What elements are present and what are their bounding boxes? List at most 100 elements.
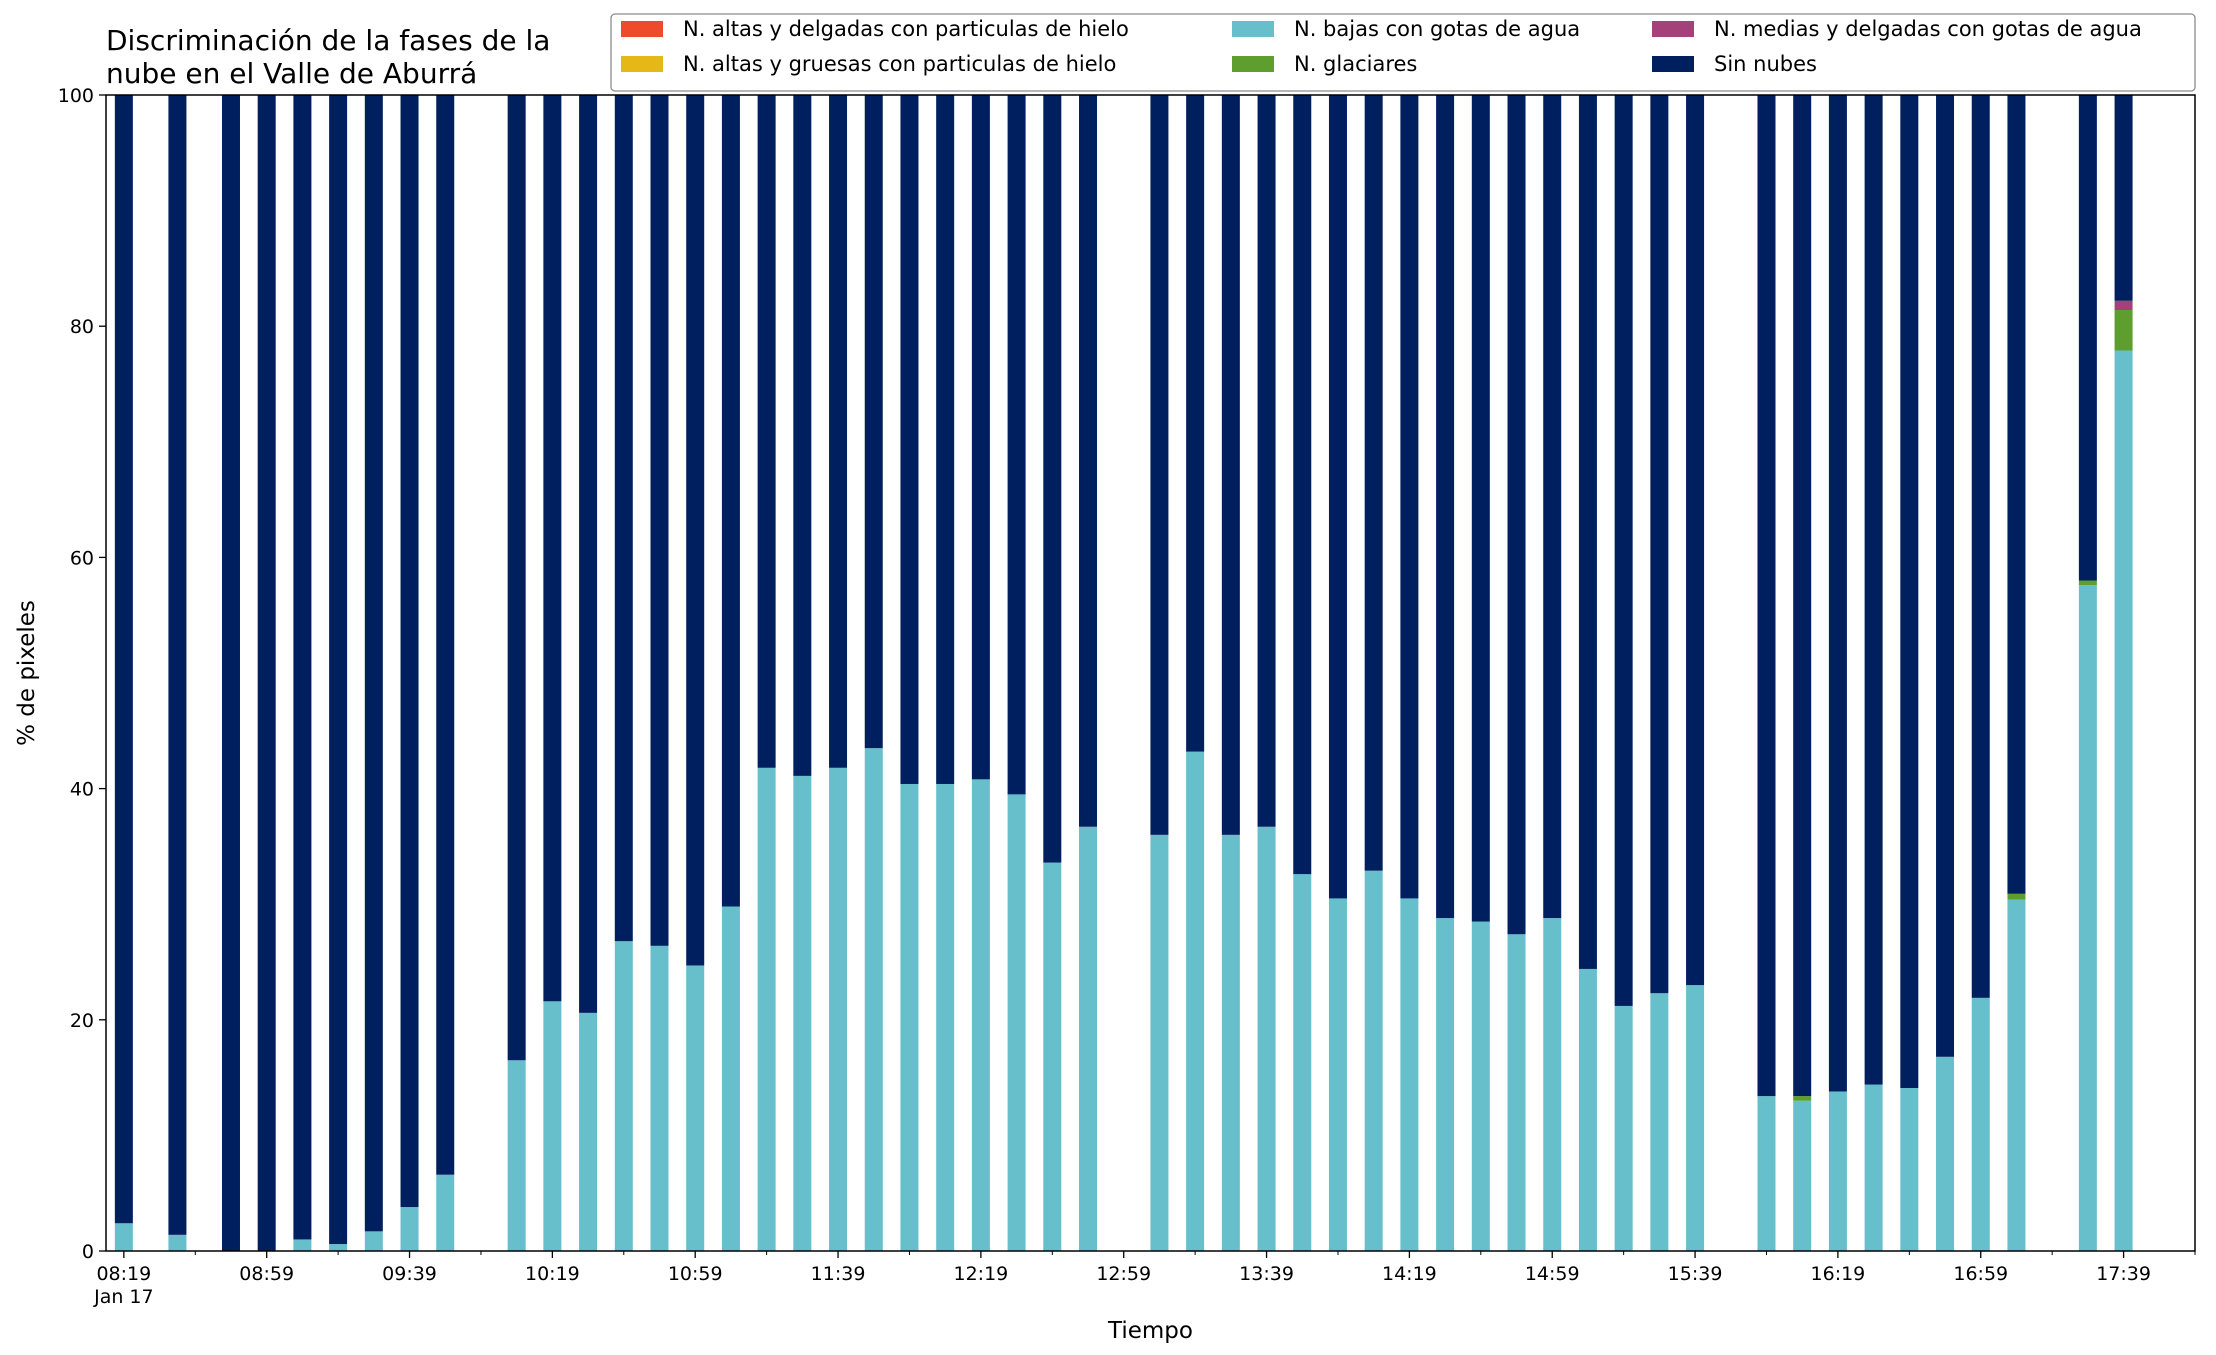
y-axis-label: % de pixeles xyxy=(14,600,40,746)
bar-bajas-agua xyxy=(721,906,740,1251)
x-tick-label: 16:19 xyxy=(1811,1263,1866,1285)
bar-bajas-agua xyxy=(1007,794,1026,1251)
bar-bajas-agua xyxy=(1936,1056,1955,1251)
bar-bajas-agua xyxy=(168,1234,187,1251)
bar-bajas-agua xyxy=(329,1244,348,1251)
y-tick-label: 0 xyxy=(82,1241,94,1263)
x-tick-label: 14:19 xyxy=(1382,1263,1437,1285)
bar-bajas-agua xyxy=(793,775,812,1251)
x-tick-label: 17:39 xyxy=(2096,1263,2151,1285)
bar-bajas-agua xyxy=(614,941,633,1251)
plot-frame xyxy=(105,94,2196,1252)
bar-bajas-agua xyxy=(1364,870,1383,1251)
x-tick-label: 12:19 xyxy=(953,1263,1008,1285)
legend-box xyxy=(610,13,2196,92)
x-tick-label: 11:39 xyxy=(811,1263,866,1285)
bar-sin-nubes xyxy=(614,95,633,942)
legend-swatch-bajas-agua xyxy=(1232,21,1274,37)
bar-sin-nubes xyxy=(1007,95,1026,795)
bar-bajas-agua xyxy=(1757,1096,1776,1251)
bar-bajas-agua xyxy=(1578,968,1597,1251)
bar-sin-nubes xyxy=(1186,95,1205,752)
legend-swatch-sin-nubes xyxy=(1652,56,1694,72)
bar-sin-nubes xyxy=(1364,95,1383,871)
y-tick-label: 20 xyxy=(70,1010,94,1032)
bar-bajas-agua xyxy=(1079,826,1098,1251)
bar-sin-nubes xyxy=(757,95,776,768)
bar-sin-nubes xyxy=(1900,95,1919,1088)
bar-bajas-agua xyxy=(971,779,990,1251)
bar-bajas-agua xyxy=(1828,1091,1847,1251)
bar-bajas-agua xyxy=(1864,1084,1883,1251)
bar-glaciares xyxy=(2007,893,2026,900)
legend-label: N. medias y delgadas con gotas de agua xyxy=(1714,17,2142,41)
legend-swatch-altas-gruesas-hielo xyxy=(621,56,663,72)
bar-bajas-agua xyxy=(2078,585,2097,1251)
bar-sin-nubes xyxy=(864,95,883,749)
y-tick-label: 80 xyxy=(70,316,94,338)
bar-sin-nubes xyxy=(168,95,187,1235)
bar-glaciares xyxy=(2114,310,2133,351)
bar-bajas-agua xyxy=(400,1207,419,1251)
axes-layer: 0 20 40 60 80 100 08:19 08:59 09:39 10:19 10:59 11:… xyxy=(14,85,2196,1344)
bar-sin-nubes xyxy=(971,95,990,780)
x-date-label: Jan 17 xyxy=(93,1286,154,1308)
bar-bajas-agua xyxy=(829,767,848,1251)
bar-sin-nubes xyxy=(507,95,526,1061)
x-tick-label: 08:59 xyxy=(239,1263,294,1285)
bar-sin-nubes xyxy=(900,95,919,784)
bar-sin-nubes xyxy=(1757,95,1776,1097)
bar-sin-nubes xyxy=(1293,95,1312,875)
bar-bajas-agua xyxy=(1971,997,1990,1251)
bar-bajas-agua xyxy=(1507,934,1526,1251)
x-tick-label: 09:39 xyxy=(382,1263,437,1285)
legend: N. altas y delgadas con particulas de hi… xyxy=(610,13,2196,92)
bar-bajas-agua xyxy=(1650,993,1669,1251)
bar-glaciares xyxy=(1793,1096,1812,1101)
bar-bajas-agua xyxy=(293,1239,312,1251)
bar-bajas-agua xyxy=(1043,862,1062,1251)
bar-sin-nubes xyxy=(1507,95,1526,935)
bar-sin-nubes xyxy=(114,95,133,1224)
bar-bajas-agua xyxy=(1686,985,1705,1251)
bar-sin-nubes xyxy=(2114,95,2133,301)
bar-bajas-agua xyxy=(936,783,955,1251)
bar-bajas-agua xyxy=(1436,918,1455,1251)
legend-label: N. altas y delgadas con particulas de hi… xyxy=(683,17,1129,41)
bar-sin-nubes xyxy=(1793,95,1812,1097)
bar-sin-nubes xyxy=(1257,95,1276,827)
x-tick-label: 10:59 xyxy=(668,1263,723,1285)
bar-bajas-agua xyxy=(1400,898,1419,1251)
bar-sin-nubes xyxy=(293,95,312,1240)
y-tick-label: 40 xyxy=(70,779,94,801)
y-tick-label: 60 xyxy=(70,547,94,569)
chart-title-line: Discriminación de la fases de la xyxy=(106,24,550,57)
x-tick-label: 13:39 xyxy=(1239,1263,1294,1285)
legend-label: N. altas y gruesas con particulas de hie… xyxy=(683,52,1116,76)
x-axis-label: Tiempo xyxy=(1107,1318,1193,1344)
x-tick-label: 08:19 xyxy=(96,1263,151,1285)
bar-sin-nubes xyxy=(2078,95,2097,581)
bar-sin-nubes xyxy=(257,95,276,1251)
bar-sin-nubes xyxy=(1936,95,1955,1057)
bar-bajas-agua xyxy=(650,945,669,1251)
bar-sin-nubes xyxy=(1614,95,1633,1006)
bar-sin-nubes xyxy=(1471,95,1490,922)
bar-sin-nubes xyxy=(1436,95,1455,919)
bar-bajas-agua xyxy=(2007,899,2026,1251)
bar-sin-nubes xyxy=(936,95,955,784)
x-tick-label: 16:59 xyxy=(1953,1263,2008,1285)
legend-label: Sin nubes xyxy=(1714,52,1817,76)
chart-title-line: nube en el Valle de Aburrá xyxy=(106,57,477,90)
y-tick-label: 100 xyxy=(58,85,94,107)
bar-bajas-agua xyxy=(543,1001,562,1251)
bar-sin-nubes xyxy=(1079,95,1098,827)
bar-sin-nubes xyxy=(829,95,848,768)
bar-sin-nubes xyxy=(721,95,740,907)
bar-bajas-agua xyxy=(1793,1100,1812,1251)
bar-bajas-agua xyxy=(864,748,883,1251)
bar-sin-nubes xyxy=(793,95,812,776)
bar-sin-nubes xyxy=(1686,95,1705,986)
bar-glaciares xyxy=(2078,580,2097,586)
